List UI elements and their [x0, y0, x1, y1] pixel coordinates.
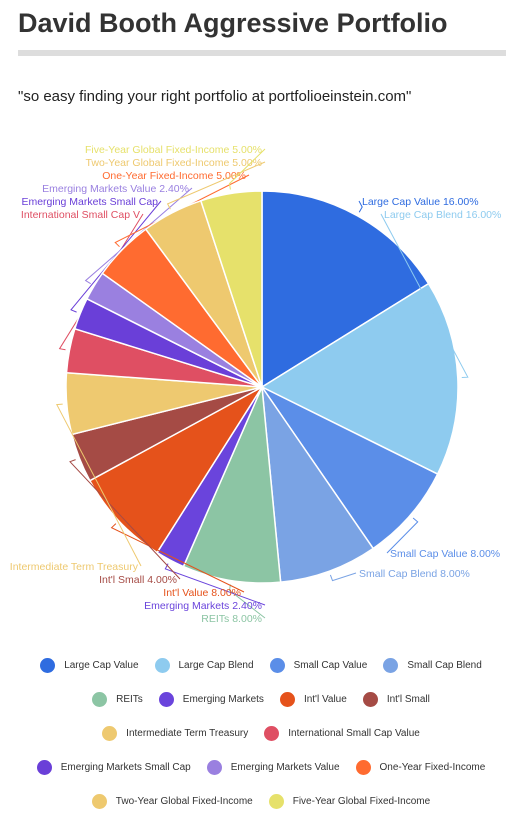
leader-line-small-cap-blend: [329, 572, 357, 582]
data-label-large-cap-blend: Large Cap Blend 16.00%: [384, 209, 501, 221]
data-label-int-l-value: Int'l Value 8.00%: [163, 587, 241, 599]
title-underline: [18, 50, 506, 56]
legend-label: Large Cap Value: [64, 659, 139, 671]
legend-swatch: [279, 691, 295, 707]
legend-swatch: [154, 657, 170, 673]
legend-label: Int'l Small: [386, 693, 430, 705]
legend-swatch: [102, 725, 118, 741]
legend-label: One-Year Fixed-Income: [379, 761, 486, 773]
page-subtitle: "so easy finding your right portfolio at…: [18, 88, 412, 105]
legend-swatch: [269, 657, 285, 673]
leader-line-int-l-value: [110, 523, 245, 593]
legend-label: Emerging Markets Value: [230, 761, 340, 773]
data-label-emerging-markets-value: Emerging Markets Value 2.40%: [42, 183, 189, 195]
data-label-reits: REITs 8.00%: [201, 613, 262, 625]
legend-item-international-small-cap-value[interactable]: International Small Cap Value: [264, 725, 420, 741]
legend-swatch: [362, 691, 378, 707]
data-label-international-small-cap-value: International Small Cap V: [21, 209, 140, 221]
pie-slice-reits[interactable]: [182, 384, 282, 584]
data-label-intermediate-term-treasury: Intermediate Term Treasury: [10, 561, 139, 573]
data-label-int-l-small: Int'l Small 4.00%: [99, 574, 177, 586]
pie-slice-small-cap-blend[interactable]: [260, 384, 375, 583]
legend-label: Large Cap Blend: [178, 659, 254, 671]
legend-label: International Small Cap Value: [288, 727, 420, 739]
legend-swatch: [91, 793, 107, 809]
legend-item-intermediate-term-treasury[interactable]: Intermediate Term Treasury: [102, 725, 249, 741]
legend-row: Large Cap Value Large Cap Blend Small Cap …: [0, 648, 522, 682]
data-label-emerging-markets: Emerging Markets 2.40%: [144, 600, 262, 612]
leader-line-intermediate-term-treasury: [56, 403, 142, 567]
legend-swatch: [158, 691, 174, 707]
data-label-small-cap-value: Small Cap Value 8.00%: [390, 548, 500, 560]
leader-line-reits: [228, 584, 266, 619]
legend-item-five-year-global-fixed-income[interactable]: Five-Year Global Fixed-Income: [268, 793, 431, 809]
leader-line-large-cap-blend: [380, 213, 469, 378]
legend-label: Two-Year Global Fixed-Income: [115, 795, 253, 807]
legend-swatch: [268, 793, 284, 809]
legend-label: Emerging Markets: [182, 693, 264, 705]
leader-line-one-year-fixed-income: [114, 174, 250, 248]
pie-slice-large-cap-blend[interactable]: [260, 282, 459, 476]
data-label-two-year-global-fixed-income: Two-Year Global Fixed-Income 5.00%: [86, 157, 262, 169]
legend-label: REITs: [116, 693, 143, 705]
leader-line-small-cap-value: [386, 517, 419, 554]
page-title: David Booth Aggressive Portfolio: [18, 8, 448, 38]
legend-item-two-year-global-fixed-income[interactable]: Two-Year Global Fixed-Income: [91, 793, 253, 809]
legend-label: Emerging Markets Small Cap: [60, 761, 191, 773]
leader-line-two-year-global-fixed-income: [166, 161, 266, 210]
leader-line-emerging-markets-small-cap: [70, 200, 162, 313]
legend-label: Small Cap Blend: [407, 659, 482, 671]
pie-slice-int-l-value[interactable]: [88, 384, 265, 554]
legend-item-one-year-fixed-income[interactable]: One-Year Fixed-Income: [355, 759, 486, 775]
legend-row: Emerging Markets Small Cap Emerging Marke…: [0, 750, 522, 784]
leader-line-int-l-small: [69, 459, 181, 580]
chart-legend: Large Cap Value Large Cap Blend Small Cap …: [0, 648, 522, 818]
legend-item-small-cap-blend[interactable]: Small Cap Blend: [383, 657, 482, 673]
legend-item-reits[interactable]: REITs: [92, 691, 143, 707]
legend-swatch: [383, 657, 399, 673]
legend-row: Intermediate Term Treasury International …: [0, 716, 522, 750]
legend-item-small-cap-value[interactable]: Small Cap Value: [269, 657, 368, 673]
pie-slice-small-cap-value[interactable]: [259, 385, 439, 550]
data-label-one-year-fixed-income: One-Year Fixed-Income 5.00%: [102, 170, 246, 182]
legend-swatch: [36, 759, 52, 775]
legend-row: Two-Year Global Fixed-Income Five-Year Gl…: [0, 784, 522, 818]
legend-item-int-l-small[interactable]: Int'l Small: [362, 691, 430, 707]
legend-label: Small Cap Value: [293, 659, 368, 671]
data-label-large-cap-value: Large Cap Value 16.00%: [362, 196, 479, 208]
legend-label: Five-Year Global Fixed-Income: [292, 795, 431, 807]
legend-label: Intermediate Term Treasury: [126, 727, 249, 739]
legend-swatch: [264, 725, 280, 741]
pie-slice-five-year-global-fixed-income[interactable]: [199, 190, 263, 388]
pie-slice-large-cap-value[interactable]: [261, 190, 430, 389]
data-label-five-year-global-fixed-income: Five-Year Global Fixed-Income 5.00%: [85, 144, 262, 156]
legend-swatch: [355, 759, 371, 775]
legend-item-large-cap-blend[interactable]: Large Cap Blend: [154, 657, 254, 673]
legend-swatch: [206, 759, 222, 775]
legend-swatch: [40, 657, 56, 673]
legend-item-emerging-markets-small-cap[interactable]: Emerging Markets Small Cap: [36, 759, 191, 775]
pie-chart: Large Cap Value 16.00%Large Cap Blend 16…: [10, 144, 502, 625]
leader-line-large-cap-value: [358, 200, 363, 213]
legend-item-emerging-markets-value[interactable]: Emerging Markets Value: [206, 759, 340, 775]
leader-line-emerging-markets-value: [84, 187, 193, 285]
legend-item-int-l-value[interactable]: Int'l Value: [279, 691, 347, 707]
legend-swatch: [92, 691, 108, 707]
data-label-emerging-markets-small-cap: Emerging Markets Small Cap: [21, 196, 158, 208]
legend-item-large-cap-value[interactable]: Large Cap Value: [40, 657, 139, 673]
legend-label: Int'l Value: [303, 693, 347, 705]
data-label-small-cap-blend: Small Cap Blend 8.00%: [359, 568, 470, 580]
leader-line-five-year-global-fixed-income: [228, 148, 266, 190]
legend-row: REITs Emerging Markets Int'l Value Int'l Sm…: [0, 682, 522, 716]
legend-item-emerging-markets[interactable]: Emerging Markets: [158, 691, 264, 707]
